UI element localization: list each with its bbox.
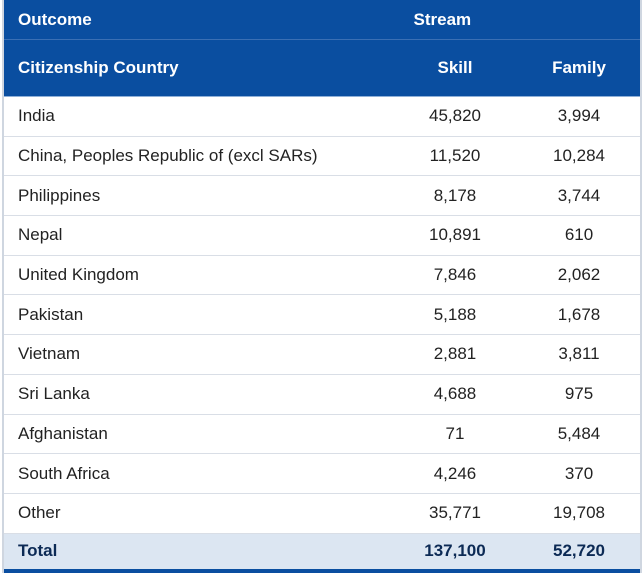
skill-cell: 5,188 — [433, 304, 477, 324]
country-cell: United Kingdom — [18, 265, 139, 285]
table-body: India 45,820 3,994 China, Peoples Republ… — [4, 97, 640, 534]
skill-cell: 11,520 — [429, 146, 481, 166]
table-row: China, Peoples Republic of (excl SARs) 1… — [4, 137, 640, 177]
table-row: India 45,820 3,994 — [4, 97, 640, 137]
header-row-columns: Citizenship Country Skill Family — [4, 40, 640, 97]
skill-cell: 2,881 — [433, 344, 477, 364]
skill-cell: 4,688 — [433, 384, 477, 404]
country-cell: Afghanistan — [18, 423, 108, 443]
family-header: Family — [552, 58, 606, 77]
table-row: Afghanistan 71 5,484 — [4, 415, 640, 455]
family-cell: 3,811 — [558, 344, 600, 364]
stream-header: Stream — [413, 9, 472, 29]
skill-cell: 8,178 — [433, 185, 477, 205]
family-cell: 19,708 — [553, 503, 605, 523]
country-cell: Philippines — [18, 185, 101, 205]
citizenship-country-header: Citizenship Country — [18, 58, 179, 77]
skill-cell: 71 — [445, 423, 465, 443]
country-cell: Pakistan — [18, 304, 84, 324]
country-cell: Sri Lanka — [18, 384, 90, 404]
family-cell: 975 — [564, 384, 594, 404]
table-header: Outcome Stream Citizenship Country Skill… — [4, 0, 640, 97]
outcome-header: Outcome — [18, 9, 92, 29]
total-label: Total — [18, 541, 58, 561]
family-cell: 5,484 — [557, 423, 601, 443]
table-row: Other 35,771 19,708 — [4, 494, 640, 534]
family-cell: 10,284 — [553, 146, 605, 166]
table-row: South Africa 4,246 370 — [4, 454, 640, 494]
skill-cell: 45,820 — [429, 106, 481, 126]
country-cell: Other — [18, 503, 61, 523]
family-cell: 3,994 — [557, 106, 601, 126]
table-row: Sri Lanka 4,688 975 — [4, 375, 640, 415]
skill-header: Skill — [437, 58, 473, 77]
total-skill-cell: 137,100 — [424, 541, 486, 561]
family-cell: 370 — [564, 463, 594, 483]
country-cell: Nepal — [18, 225, 63, 245]
skill-cell: 4,246 — [433, 463, 477, 483]
country-cell: India — [18, 106, 55, 126]
table-row: Nepal 10,891 610 — [4, 216, 640, 256]
total-row: Total 137,100 52,720 — [4, 533, 640, 573]
table-row: Philippines 8,178 3,744 — [4, 176, 640, 217]
country-cell: Vietnam — [18, 344, 81, 364]
country-cell: China, Peoples Republic of (excl SARs) — [18, 146, 318, 166]
family-cell: 3,744 — [557, 185, 601, 205]
family-cell: 1,678 — [557, 304, 601, 324]
header-row-outcome: Outcome Stream — [4, 0, 640, 40]
family-cell: 2,062 — [557, 265, 601, 285]
family-cell: 610 — [564, 225, 594, 245]
skill-cell: 10,891 — [429, 225, 481, 245]
table-row: Pakistan 5,188 1,678 — [4, 295, 640, 336]
skill-cell: 35,771 — [429, 503, 481, 523]
table-row: United Kingdom 7,846 2,062 — [4, 256, 640, 296]
total-family-cell: 52,720 — [553, 541, 605, 561]
country-cell: South Africa — [18, 463, 110, 483]
skill-cell: 7,846 — [433, 265, 477, 285]
table-row: Vietnam 2,881 3,811 — [4, 335, 640, 375]
